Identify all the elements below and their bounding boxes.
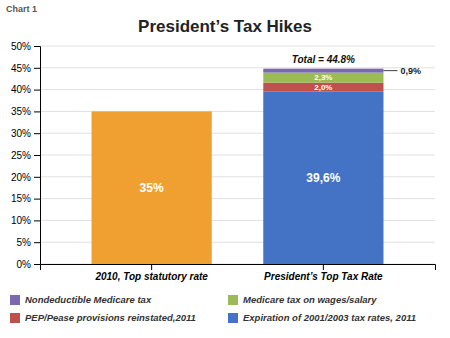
y-tick-mark bbox=[34, 68, 40, 69]
chart-svg: Chart 1 President’s Tax Hikes 0% 5% 10% 15% 20… bbox=[0, 0, 450, 338]
data-label: 35% bbox=[140, 181, 164, 195]
y-tick: 10% bbox=[11, 215, 40, 226]
y-tick-mark bbox=[34, 133, 40, 134]
legend-swatch bbox=[10, 313, 20, 323]
legend: Nondeductible Medicare tax Medicare tax o… bbox=[10, 294, 416, 323]
y-tick-mark bbox=[34, 264, 40, 265]
x-tick: President’s Top Tax Rate bbox=[264, 264, 383, 282]
grid-line bbox=[40, 67, 435, 68]
leader-line bbox=[383, 70, 397, 71]
y-tick: 50% bbox=[11, 41, 40, 52]
x-tick-label: 2010, Top statutory rate bbox=[94, 271, 208, 282]
y-tick: 15% bbox=[11, 193, 40, 204]
y-tick-mark bbox=[34, 177, 40, 178]
x-tick: 2010, Top statutory rate bbox=[94, 264, 208, 282]
legend-item: PEP/Pease provisions reinstated,2011 bbox=[10, 312, 196, 323]
y-tick-label: 20% bbox=[11, 172, 31, 183]
y-tick-label: 45% bbox=[11, 63, 31, 74]
data-label: 2,3% bbox=[314, 73, 332, 82]
legend-item: Medicare tax on wages/salary bbox=[228, 294, 377, 305]
legend-swatch bbox=[228, 313, 238, 323]
bars bbox=[92, 69, 384, 264]
y-tick-label: 30% bbox=[11, 128, 31, 139]
legend-label: PEP/Pease provisions reinstated,2011 bbox=[25, 312, 196, 323]
data-labels: 35% 39,6% 2,0%2,3% 0,9% bbox=[140, 66, 421, 195]
y-tick-mark bbox=[34, 199, 40, 200]
grid-line bbox=[40, 46, 435, 47]
bar-segment bbox=[263, 73, 383, 83]
x-tick-mark bbox=[151, 264, 152, 270]
y-tick-label: 40% bbox=[11, 84, 31, 95]
legend-swatch bbox=[228, 295, 238, 305]
y-tick-mark bbox=[34, 220, 40, 221]
bar-segment bbox=[92, 111, 212, 264]
grid bbox=[40, 46, 435, 264]
legend-item: Nondeductible Medicare tax bbox=[10, 294, 152, 305]
y-tick: 45% bbox=[11, 63, 40, 74]
y-tick: 0% bbox=[17, 259, 40, 270]
y-tick-mark bbox=[34, 155, 40, 156]
y-tick-label: 50% bbox=[11, 41, 31, 52]
y-tick: 35% bbox=[11, 106, 40, 117]
y-tick-mark bbox=[34, 242, 40, 243]
bar-segment bbox=[263, 91, 383, 264]
y-tick-mark bbox=[34, 111, 40, 112]
y-tick-label: 15% bbox=[11, 193, 31, 204]
chart-container: Chart 1 President’s Tax Hikes 0% 5% 10% 15% 20… bbox=[0, 0, 450, 338]
x-axis: 2010, Top statutory rate President’s Top … bbox=[41, 264, 436, 282]
y-tick: 40% bbox=[11, 84, 40, 95]
annotation: Total = 44.8% bbox=[292, 54, 355, 65]
data-label: 39,6% bbox=[306, 171, 340, 185]
data-label: 0,9% bbox=[400, 66, 421, 76]
y-tick-label: 35% bbox=[11, 106, 31, 117]
x-axis-line bbox=[41, 265, 436, 271]
y-tick: 25% bbox=[11, 150, 40, 161]
y-tick-label: 25% bbox=[11, 150, 31, 161]
legend-item: Expiration of 2001/2003 tax rates, 2011 bbox=[228, 312, 416, 323]
y-tick-label: 0% bbox=[17, 259, 32, 270]
y-tick: 20% bbox=[11, 172, 40, 183]
y-tick-label: 10% bbox=[11, 215, 31, 226]
y-axis-line bbox=[34, 47, 41, 265]
y-tick: 5% bbox=[17, 237, 40, 248]
legend-label: Nondeductible Medicare tax bbox=[25, 294, 152, 305]
bar-segment bbox=[263, 83, 383, 92]
y-tick: 30% bbox=[11, 128, 40, 139]
legend-label: Medicare tax on wages/salary bbox=[243, 294, 377, 305]
bar-segment bbox=[263, 69, 383, 73]
legend-swatch bbox=[10, 295, 20, 305]
chart-title: President’s Tax Hikes bbox=[138, 17, 312, 36]
y-tick-mark bbox=[34, 90, 40, 91]
y-tick-label: 5% bbox=[17, 237, 32, 248]
x-tick-mark bbox=[323, 264, 324, 270]
chart-label: Chart 1 bbox=[6, 4, 37, 14]
y-axis: 0% 5% 10% 15% 20% 25% 30% 35% 40% 45% 50% bbox=[11, 41, 41, 270]
legend-label: Expiration of 2001/2003 tax rates, 2011 bbox=[243, 312, 416, 323]
y-tick-mark bbox=[34, 46, 40, 47]
x-tick-label: President’s Top Tax Rate bbox=[264, 271, 383, 282]
data-label: 2,0% bbox=[314, 83, 332, 92]
